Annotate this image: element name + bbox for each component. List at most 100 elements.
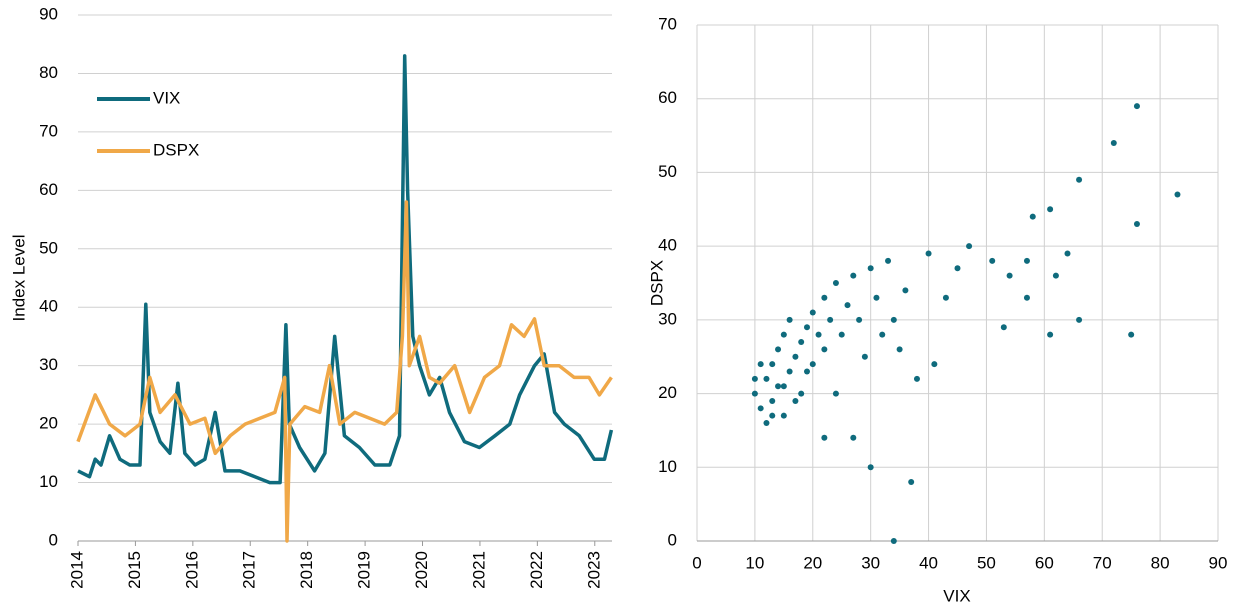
y-tick-label: 0 [49,530,58,549]
point [775,383,782,390]
y-tick-label: 50 [658,162,677,181]
point [1110,139,1117,146]
point [751,390,758,397]
point [769,397,776,404]
x-tick-label: 2016 [182,551,201,589]
point [1076,176,1083,183]
x-tick-label: 0 [692,553,701,572]
point [1128,331,1135,338]
point [1076,316,1083,323]
y-tick-label: 20 [658,383,677,402]
point [798,338,805,345]
point [1133,103,1140,110]
point [1052,272,1059,279]
point [1023,294,1030,301]
point [1006,272,1013,279]
point [931,361,938,368]
point [803,324,810,331]
y-tick-label: 50 [39,238,58,257]
x-tick-label: 30 [861,553,880,572]
point [913,375,920,382]
point [896,346,903,353]
point [832,390,839,397]
x-tick-label: 2021 [469,551,488,589]
point [809,309,816,316]
y-tick-label: 70 [39,121,58,140]
point [844,302,851,309]
point [757,405,764,412]
point [815,331,822,338]
point [809,361,816,368]
y-tick-label: 30 [39,355,58,374]
point [786,316,793,323]
point [879,331,886,338]
x-tick-label: 2019 [355,551,374,589]
y-tick-label: 90 [39,4,58,23]
point [850,272,857,279]
legend-label: DSPX [153,140,199,159]
point [873,294,880,301]
y-tick-label: 70 [658,14,677,33]
point [942,294,949,301]
x-tick-label: 50 [977,553,996,572]
point [780,383,787,390]
y-axis-title: Index Level [9,235,28,322]
y-tick-label: 40 [39,297,58,316]
y-tick-label: 80 [39,63,58,82]
point [856,316,863,323]
point [775,346,782,353]
y-tick-label: 60 [39,180,58,199]
series-line [76,200,613,543]
x-tick-label: 60 [1035,553,1054,572]
point [769,412,776,419]
point [890,316,897,323]
point [821,294,828,301]
point [885,257,892,264]
point [1023,257,1030,264]
x-tick-label: 2022 [527,551,546,589]
point [803,368,810,375]
point [821,346,828,353]
x-tick-label: 40 [919,553,938,572]
x-tick-label: 2018 [297,551,316,589]
point [792,353,799,360]
point [786,368,793,375]
point [989,257,996,264]
y-tick-label: 10 [39,472,58,491]
point [757,361,764,368]
point [838,331,845,338]
point [1047,206,1054,213]
point [902,287,909,294]
x-tick-label: 2017 [240,551,259,589]
point [798,390,805,397]
y-tick-label: 10 [658,457,677,476]
point [1133,221,1140,228]
x-tick-label: 80 [1151,553,1170,572]
point [908,479,915,486]
point [867,464,874,471]
point [769,361,776,368]
point [832,280,839,286]
point [861,353,868,360]
point [1064,250,1071,257]
point [827,316,834,323]
y-tick-label: 30 [658,309,677,328]
x-tick-label: 2023 [584,551,603,589]
point [763,375,770,382]
point [867,265,874,272]
point [954,265,961,272]
y-axis-title: DSPX [647,260,666,306]
y-tick-label: 40 [658,236,677,255]
x-tick-label: 70 [1093,553,1112,572]
x-tick-label: 10 [745,553,764,572]
y-tick-label: 20 [39,414,58,433]
point [850,434,857,441]
x-tick-label: 2015 [125,551,144,589]
point [1000,324,1007,331]
point [966,243,973,250]
point [821,434,828,441]
x-tick-label: 2020 [412,551,431,589]
point [792,397,799,404]
x-axis-title: VIX [943,586,970,605]
